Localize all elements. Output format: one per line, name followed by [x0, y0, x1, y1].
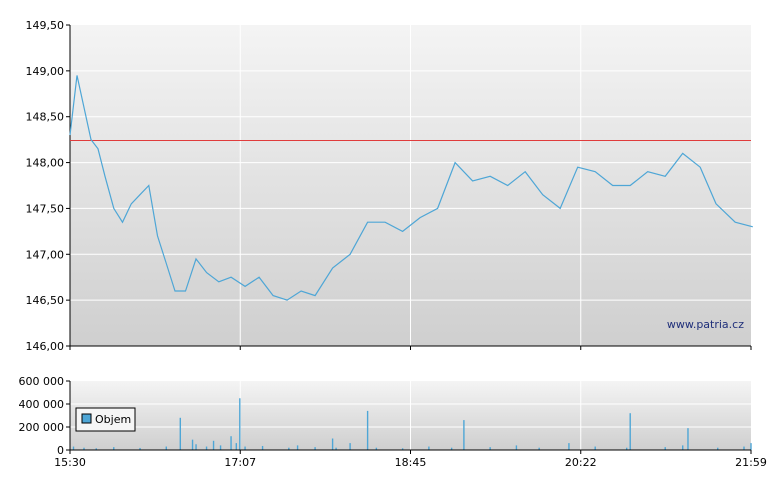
x-tick-label: 17:07 [224, 456, 256, 469]
price-y-tick-label: 147,50 [26, 202, 65, 215]
price-series-line [69, 75, 753, 301]
price-y-tick-label: 149,50 [26, 19, 65, 32]
x-tick-label: 15:30 [54, 456, 86, 469]
volume-legend: Objem [75, 407, 136, 432]
price-y-tick-label: 146,50 [26, 294, 65, 307]
price-y-tick-label: 148,00 [26, 157, 65, 170]
price-y-tick-label: 149,00 [26, 65, 65, 78]
price-y-axis: 149,50 149,00 148,50 148,00 147,50 147,00 146,… [26, 19, 70, 353]
x-tick-label: 18:45 [395, 456, 427, 469]
volume-y-tick-label: 400 000 [19, 398, 65, 411]
price-grid [70, 25, 751, 346]
price-panel: 149,50 149,00 148,50 148,00 147,50 147,00 146,… [26, 19, 753, 353]
watermark: www.patria.cz [667, 318, 744, 331]
volume-x-axis: 15:30 17:07 18:45 20:22 21:59 [54, 450, 767, 469]
legend-label: Objem [95, 413, 131, 426]
volume-panel: 600 000 400 000 200 000 0 15:30 17:07 18:45 20… [19, 375, 767, 469]
x-tick-label: 21:59 [735, 456, 767, 469]
legend-swatch [81, 413, 92, 424]
price-x-ticks [69, 346, 752, 350]
price-y-tick-label: 146,00 [26, 340, 65, 353]
price-y-tick-label: 148,50 [26, 111, 65, 124]
volume-y-tick-label: 0 [57, 444, 64, 457]
volume-y-tick-label: 200 000 [19, 421, 65, 434]
x-tick-label: 20:22 [565, 456, 597, 469]
price-y-tick-label: 147,00 [26, 248, 65, 261]
volume-bars [72, 398, 752, 450]
volume-y-tick-label: 600 000 [19, 375, 65, 388]
volume-y-axis: 600 000 400 000 200 000 0 [19, 375, 70, 457]
